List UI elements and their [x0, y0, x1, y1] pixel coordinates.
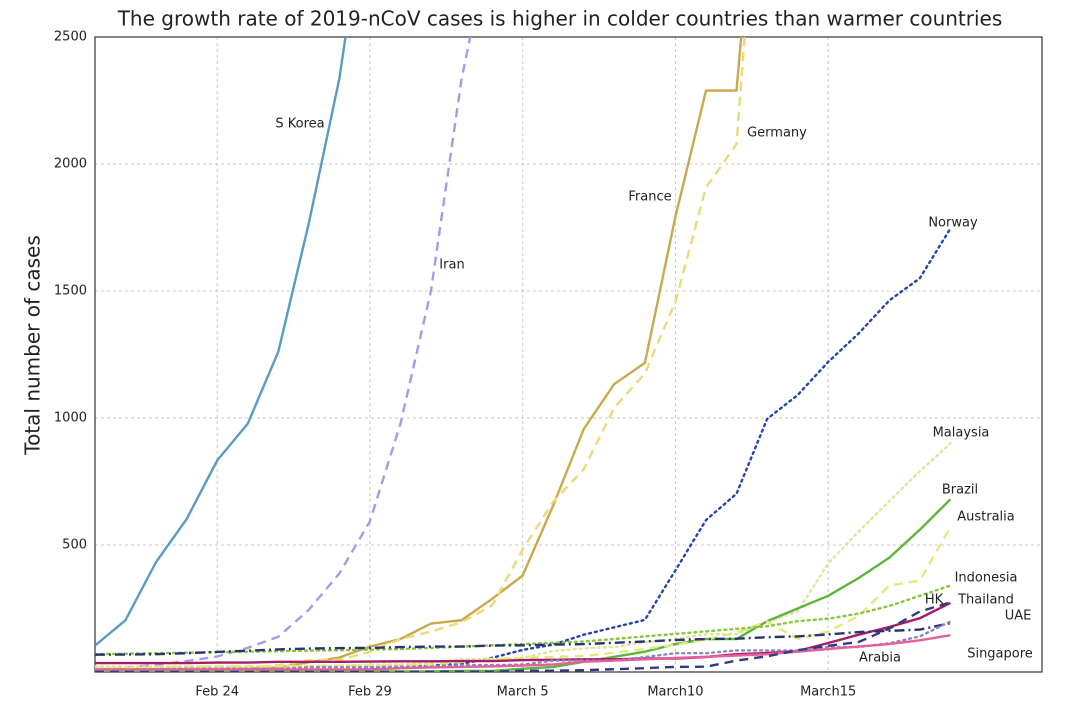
series-label: Thailand: [957, 593, 1014, 608]
x-tick-label: March15: [800, 685, 856, 700]
series-label: Germany: [747, 126, 807, 141]
y-tick-label: 2500: [54, 30, 87, 45]
series-label: HK: [925, 593, 944, 608]
series-label: S Korea: [275, 117, 324, 132]
series-label: Singapore: [967, 647, 1033, 662]
series-line: [95, 37, 347, 647]
series-line: [95, 227, 952, 672]
y-tick-label: 1000: [54, 411, 87, 426]
y-tick-label: 1500: [54, 284, 87, 299]
y-axis-label: Total number of cases: [21, 235, 45, 456]
series-line: [95, 37, 746, 670]
chart-title: The growth rate of 2019-nCoV cases is hi…: [117, 7, 1003, 31]
series-label: Norway: [928, 216, 978, 231]
series-line: [95, 498, 952, 672]
series-line: [95, 37, 743, 671]
series-label: UAE: [1005, 609, 1032, 624]
series-label: Malaysia: [933, 426, 990, 441]
plot-area: [95, 37, 952, 672]
x-tick-label: Feb 29: [348, 685, 392, 700]
series-label: Iran: [439, 258, 464, 273]
series-line: [95, 526, 952, 670]
x-tick-label: March10: [647, 685, 703, 700]
series-label: Indonesia: [955, 571, 1018, 586]
series-label: Australia: [957, 510, 1015, 525]
y-tick-label: 2000: [54, 157, 87, 172]
series-line: [95, 634, 951, 671]
series-line: [95, 622, 951, 656]
plot-frame: [94, 36, 1043, 673]
series-line: [95, 37, 472, 672]
series-line: [95, 601, 951, 672]
series-label: France: [628, 190, 671, 205]
y-tick-label: 500: [62, 538, 87, 553]
x-tick-label: Feb 24: [195, 685, 239, 700]
x-tick-label: March 5: [497, 685, 549, 700]
series-label: Arabia: [859, 651, 901, 666]
series-label: Brazil: [942, 483, 978, 498]
